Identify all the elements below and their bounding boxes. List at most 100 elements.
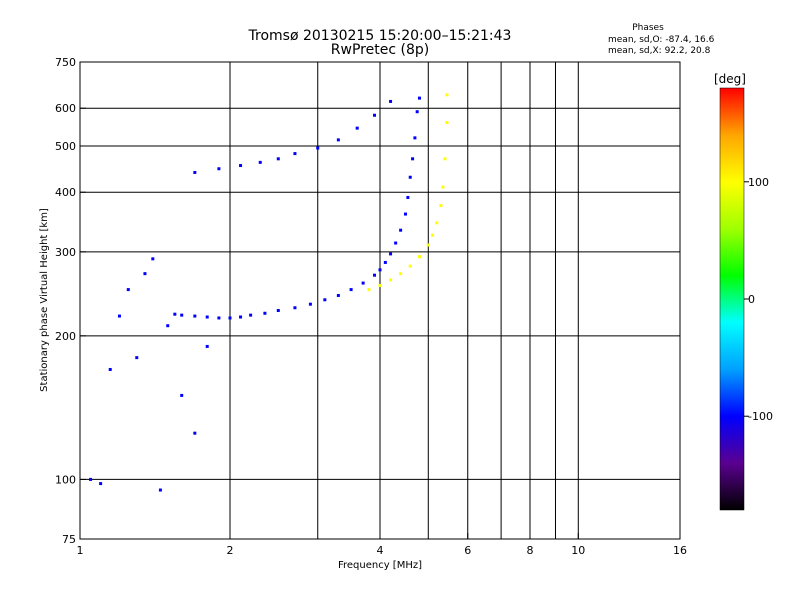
colorbar-label: [deg] — [714, 72, 746, 86]
stats-o-mode: mean, sd,O: -87.4, 16.6 — [608, 35, 715, 45]
data-point-series-0 — [263, 311, 267, 315]
data-point-series-3 — [117, 314, 121, 318]
data-point-series-2 — [316, 146, 320, 150]
y-tick-label: 75 — [62, 533, 76, 546]
colorbar-tick-label: 100 — [748, 176, 769, 189]
data-point-series-0 — [323, 298, 327, 302]
colorbar-ticks: 100 0 -100 — [744, 176, 773, 423]
data-point-series-2 — [389, 99, 393, 103]
data-point-series-1 — [408, 264, 412, 268]
data-point-series-0 — [406, 195, 410, 199]
data-point-series-3 — [108, 367, 112, 371]
colorbar-gradient — [719, 87, 745, 511]
data-point-series-1 — [443, 157, 447, 161]
y-tick-label: 600 — [55, 102, 76, 115]
data-point-series-2 — [355, 126, 359, 130]
data-point-series-0 — [180, 313, 184, 317]
data-point-series-0 — [193, 314, 197, 318]
data-point-series-3 — [180, 393, 184, 397]
data-point-series-3 — [99, 482, 103, 486]
y-tick-label: 300 — [55, 246, 76, 259]
data-point-series-2 — [336, 138, 340, 142]
colorbar-tick-label: 0 — [748, 293, 755, 306]
x-tick-label: 4 — [377, 544, 384, 557]
data-point-series-1 — [389, 278, 393, 282]
data-point-series-1 — [426, 243, 430, 247]
data-point-series-0 — [389, 252, 393, 256]
data-point-series-3 — [158, 488, 162, 492]
data-point-series-0 — [411, 157, 415, 161]
data-point-series-1 — [439, 204, 443, 208]
colorbar: [deg] 100 0 -100 — [714, 72, 773, 511]
data-point-series-3 — [166, 324, 170, 328]
data-point-series-1 — [445, 121, 449, 125]
data-point-series-0 — [217, 316, 221, 320]
data-point-series-2 — [217, 167, 221, 171]
y-axis-ticks: 75 100 200 300 400 500 600 750 — [55, 56, 86, 546]
data-point-series-0 — [249, 313, 253, 317]
data-point-series-0 — [276, 308, 280, 312]
colorbar-tick-label: -100 — [748, 410, 773, 423]
data-point-series-0 — [399, 228, 403, 232]
data-point-series-2 — [373, 113, 377, 117]
data-point-series-3 — [143, 272, 147, 276]
data-point-series-3 — [89, 477, 93, 481]
data-point-series-2 — [193, 170, 197, 174]
data-point-series-1 — [378, 283, 382, 287]
data-point-series-1 — [445, 93, 449, 97]
x-tick-label: 16 — [673, 544, 687, 557]
stats-x-mode: mean, sd,X: 92.2, 20.8 — [608, 46, 711, 56]
chart-title: Tromsø 20130215 15:20:00–15:21:43 — [248, 28, 512, 44]
data-point-series-2 — [293, 152, 297, 156]
data-point-series-2 — [258, 160, 262, 164]
x-axis-ticks: 1 2 4 6 8 10 16 — [77, 533, 687, 557]
data-point-series-0 — [408, 175, 412, 179]
x-tick-label: 1 — [77, 544, 84, 557]
data-point-series-0 — [239, 315, 243, 319]
data-point-series-0 — [403, 212, 407, 216]
data-point-series-0 — [373, 273, 377, 277]
data-point-series-0 — [361, 281, 365, 285]
data-point-series-1 — [435, 221, 439, 225]
x-tick-label: 6 — [464, 544, 471, 557]
data-point-series-0 — [293, 306, 297, 310]
y-tick-label: 400 — [55, 186, 76, 199]
x-tick-label: 10 — [571, 544, 585, 557]
data-point-series-1 — [367, 288, 371, 292]
data-point-series-1 — [441, 185, 445, 189]
y-tick-label: 100 — [55, 473, 76, 486]
stats-heading: Phases — [632, 23, 664, 33]
data-point-series-1 — [399, 272, 403, 276]
data-point-series-0 — [308, 302, 312, 306]
x-tick-label: 2 — [227, 544, 234, 557]
data-point-series-1 — [417, 255, 421, 259]
data-point-series-0 — [205, 315, 209, 319]
data-point-series-1 — [431, 233, 435, 237]
data-point-series-0 — [383, 260, 387, 264]
y-tick-label: 500 — [55, 140, 76, 153]
data-point-series-0 — [413, 136, 417, 140]
data-point-series-2 — [276, 157, 280, 161]
data-point-series-0 — [349, 288, 353, 292]
plot-grid — [79, 62, 681, 539]
chart-subtitle: RwPretec (8p) — [331, 42, 429, 58]
data-points — [89, 93, 449, 492]
x-tick-label: 8 — [527, 544, 534, 557]
data-point-series-3 — [126, 288, 130, 292]
y-axis-label: Stationary phase Virtual Height [km] — [39, 208, 50, 392]
phase-stats: Phases mean, sd,O: -87.4, 16.6 mean, sd,… — [608, 23, 715, 56]
data-point-series-3 — [193, 431, 197, 435]
data-point-series-2 — [239, 164, 243, 168]
data-point-series-0 — [173, 312, 177, 316]
x-axis-label: Frequency [MHz] — [338, 560, 422, 571]
data-point-series-0 — [378, 268, 382, 272]
data-point-series-0 — [228, 316, 232, 320]
data-point-series-0 — [336, 293, 340, 297]
data-point-series-0 — [394, 241, 398, 245]
y-tick-label: 200 — [55, 330, 76, 343]
data-point-series-0 — [415, 110, 419, 114]
data-point-series-3 — [205, 344, 209, 348]
y-tick-label: 750 — [55, 56, 76, 69]
data-point-series-3 — [135, 356, 139, 360]
